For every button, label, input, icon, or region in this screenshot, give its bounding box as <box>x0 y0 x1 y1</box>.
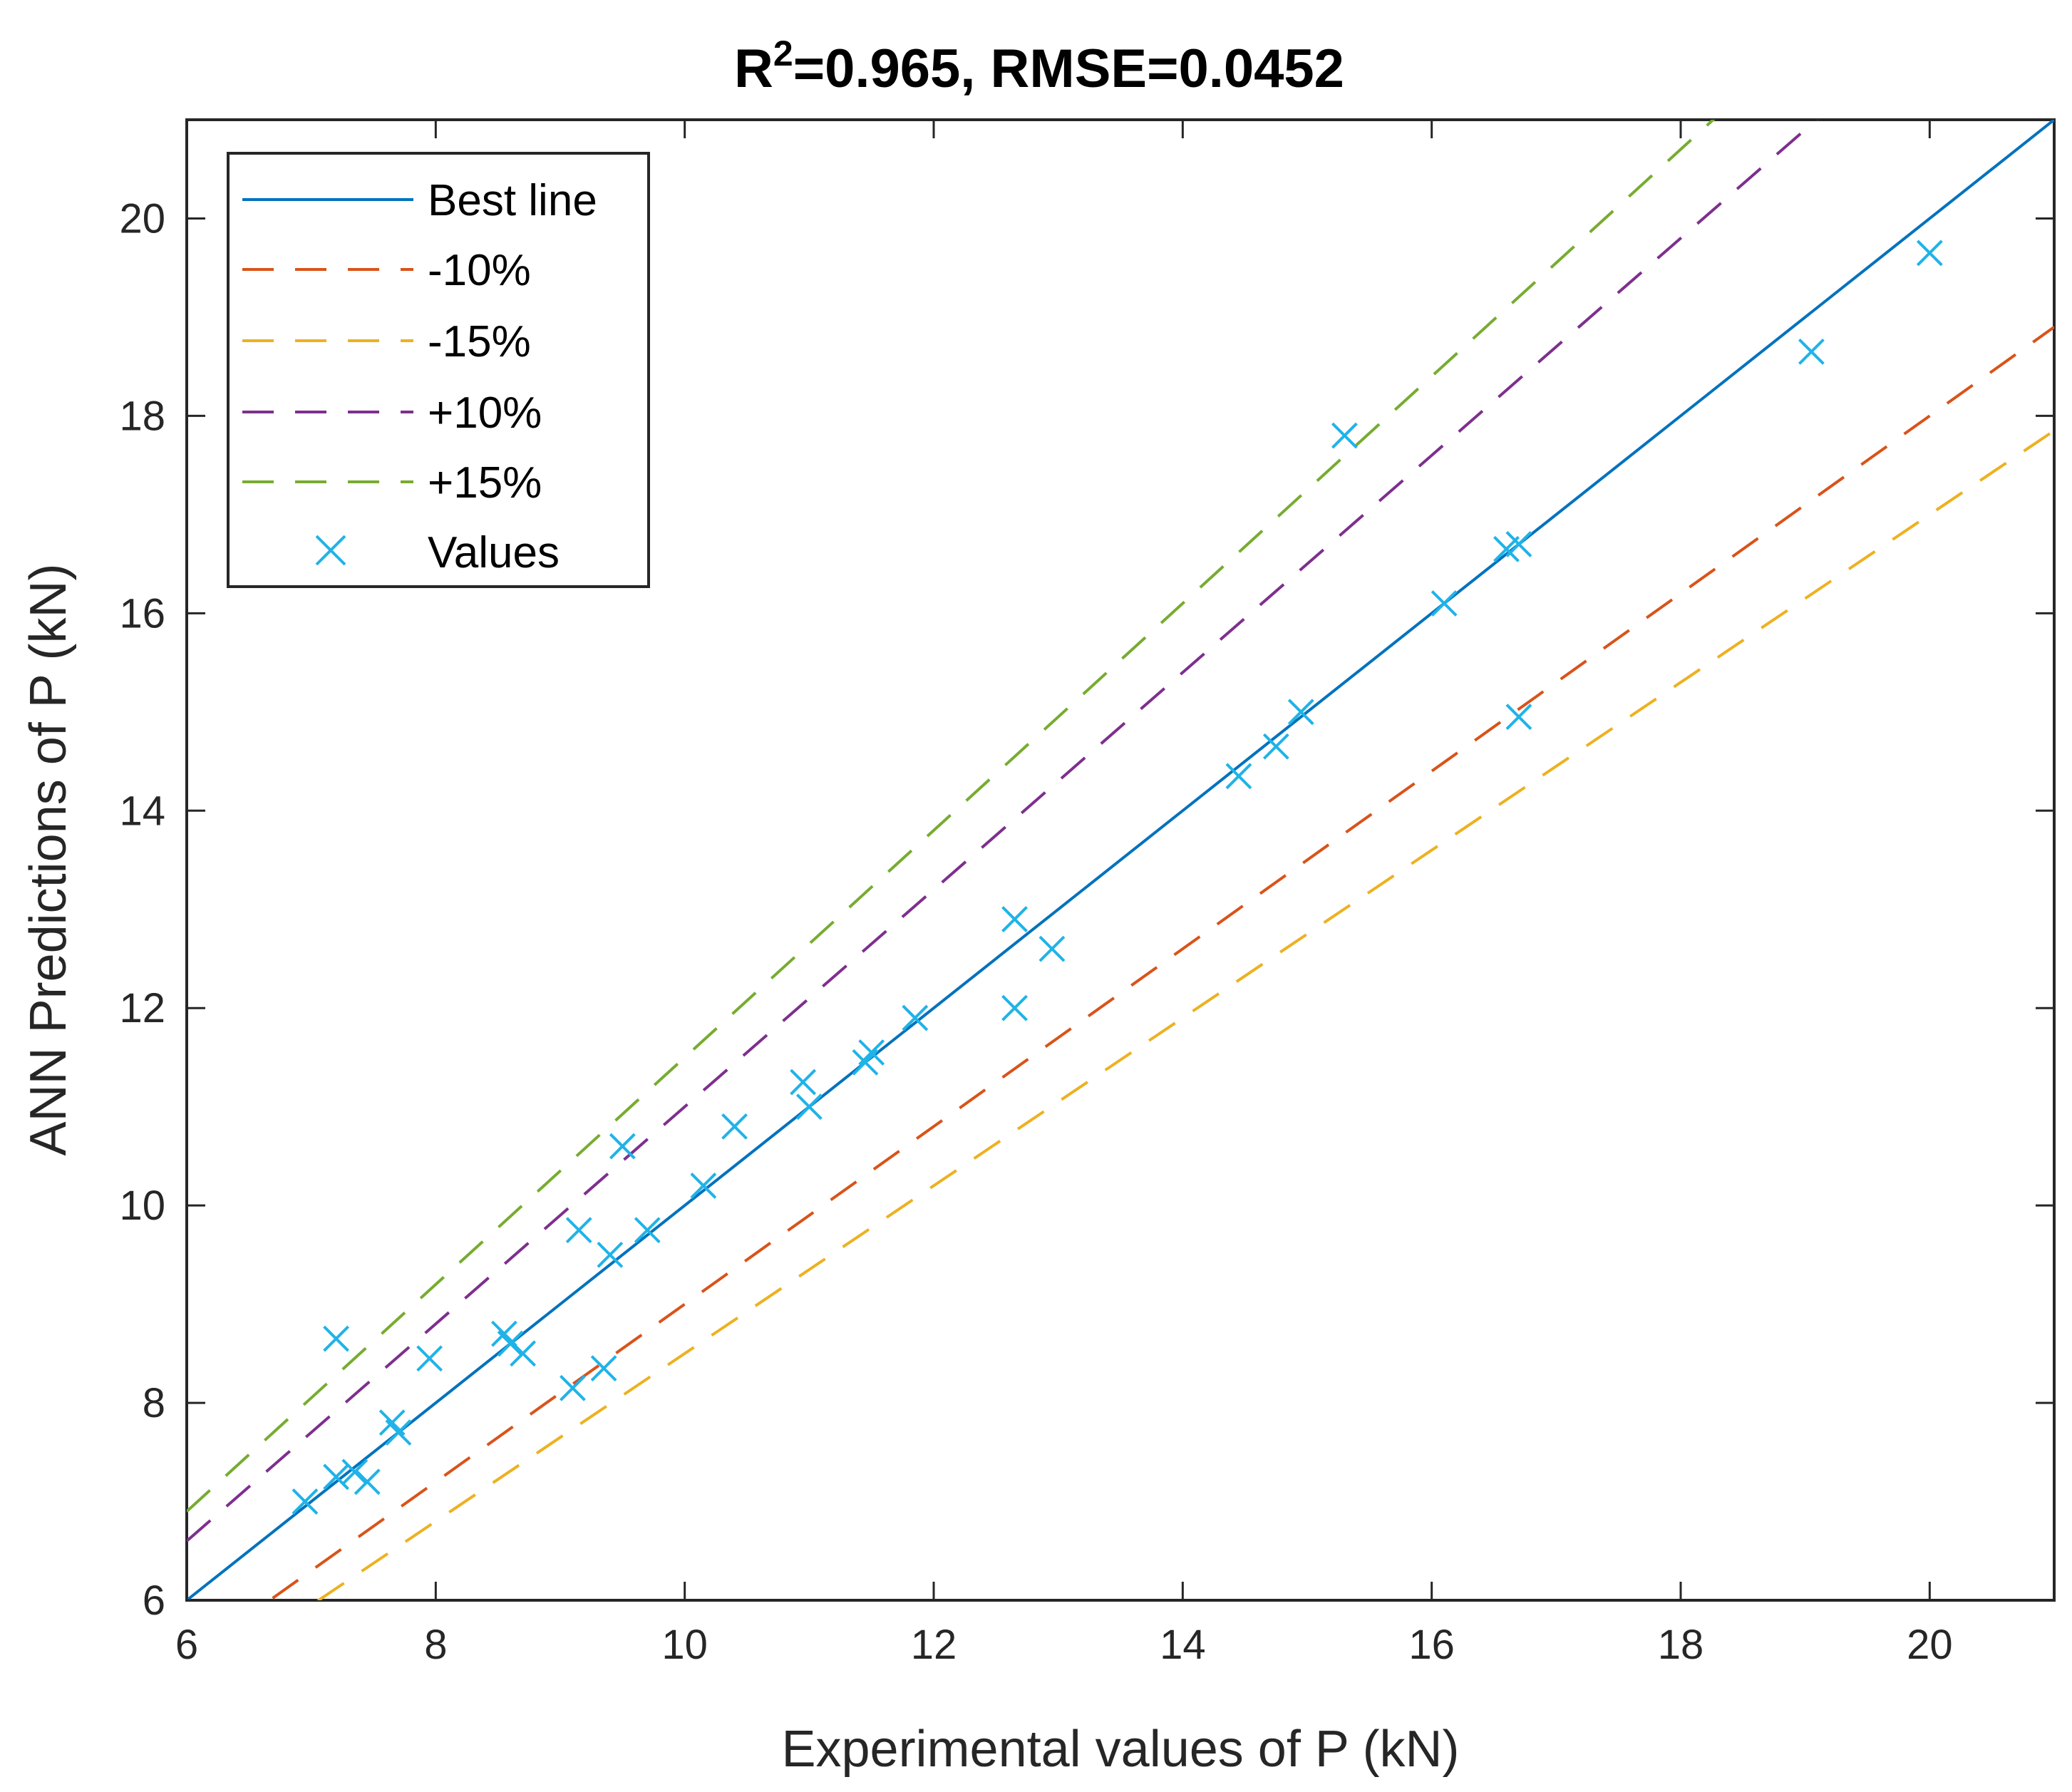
data-point-31 <box>1431 590 1458 617</box>
data-point-1 <box>323 1463 350 1490</box>
y-tick-label-18: 18 <box>119 393 165 439</box>
x-tick-label-6: 6 <box>175 1622 198 1668</box>
data-point-14 <box>597 1241 624 1268</box>
data-point-28 <box>1262 733 1289 760</box>
data-point-27 <box>1225 763 1252 790</box>
data-point-6 <box>385 1419 412 1446</box>
title-rest: =0.965, RMSE=0.0452 <box>793 38 1344 99</box>
data-point-35 <box>1798 338 1825 365</box>
legend-label-values: Values <box>428 528 560 577</box>
data-point-25 <box>1001 994 1028 1021</box>
x-axis-label: Experimental values of P (kN) <box>781 1721 1459 1778</box>
data-point-20 <box>795 1093 823 1121</box>
data-point-3 <box>354 1468 381 1495</box>
data-point-11 <box>560 1374 586 1401</box>
y-axis-label: ANN Predictions of P (kN) <box>20 564 77 1156</box>
x-tick-label-16: 16 <box>1408 1622 1455 1668</box>
y-tick-label-12: 12 <box>119 985 165 1031</box>
title-superscript: 2 <box>773 34 793 73</box>
legend-label-best-line: Best line <box>428 176 597 225</box>
x-tick-label-14: 14 <box>1160 1622 1206 1668</box>
data-point-2 <box>341 1458 368 1485</box>
legend-box <box>227 152 650 588</box>
data-point-36 <box>1916 240 1943 267</box>
data-point-0 <box>292 1488 319 1515</box>
y-tick-label-8: 8 <box>143 1380 165 1426</box>
data-point-26 <box>1038 935 1066 962</box>
legend-label-plus10: +10% <box>428 388 542 438</box>
y-tick-label-16: 16 <box>119 590 165 637</box>
data-point-30 <box>1331 422 1358 449</box>
data-point-10 <box>510 1340 537 1367</box>
data-point-24 <box>1001 906 1028 932</box>
x-tick-label-8: 8 <box>424 1622 447 1668</box>
y-tick-label-20: 20 <box>119 195 165 242</box>
legend-label-plus15: +15% <box>428 458 542 508</box>
legend-label-minus15: -15% <box>428 317 531 366</box>
legend-label-minus10: -10% <box>428 246 531 295</box>
x-tick-label-18: 18 <box>1658 1622 1704 1668</box>
data-point-19 <box>790 1068 817 1096</box>
x-tick-label-12: 12 <box>911 1622 957 1668</box>
data-point-12 <box>590 1355 617 1382</box>
title-main: R <box>734 38 773 99</box>
data-point-23 <box>902 1004 929 1031</box>
data-point-13 <box>565 1217 592 1244</box>
data-point-7 <box>416 1345 443 1372</box>
legend-swatch-values <box>315 535 346 566</box>
data-point-4 <box>323 1325 350 1352</box>
reference-lines <box>187 120 2054 1600</box>
data-point-34 <box>1505 704 1532 731</box>
y-tick-label-10: 10 <box>119 1183 165 1229</box>
data-point-18 <box>721 1113 748 1140</box>
y-tick-label-14: 14 <box>119 788 165 834</box>
line-plus10 <box>187 120 1819 1543</box>
x-tick-label-20: 20 <box>1907 1622 1953 1668</box>
data-point-17 <box>690 1173 717 1199</box>
data-point-15 <box>609 1133 636 1160</box>
scatter-points <box>292 240 1943 1515</box>
data-point-9 <box>497 1330 524 1357</box>
data-point-16 <box>634 1217 661 1244</box>
legend: Best line -10% -15% +10% +15% Values <box>227 152 650 588</box>
x-tick-label-10: 10 <box>661 1622 708 1668</box>
data-point-33 <box>1505 530 1532 557</box>
line-minus15 <box>316 429 2054 1600</box>
data-point-29 <box>1287 699 1314 726</box>
y-tick-label-6: 6 <box>143 1577 165 1624</box>
line-best <box>187 120 2054 1600</box>
axis-ticks: 6 8 10 12 14 16 18 20 6 8 10 12 14 16 18 20 <box>119 120 2054 1668</box>
chart-title: R2=0.965, RMSE=0.0452 <box>734 34 1344 99</box>
data-point-22 <box>858 1039 885 1066</box>
line-minus10 <box>267 326 2054 1600</box>
